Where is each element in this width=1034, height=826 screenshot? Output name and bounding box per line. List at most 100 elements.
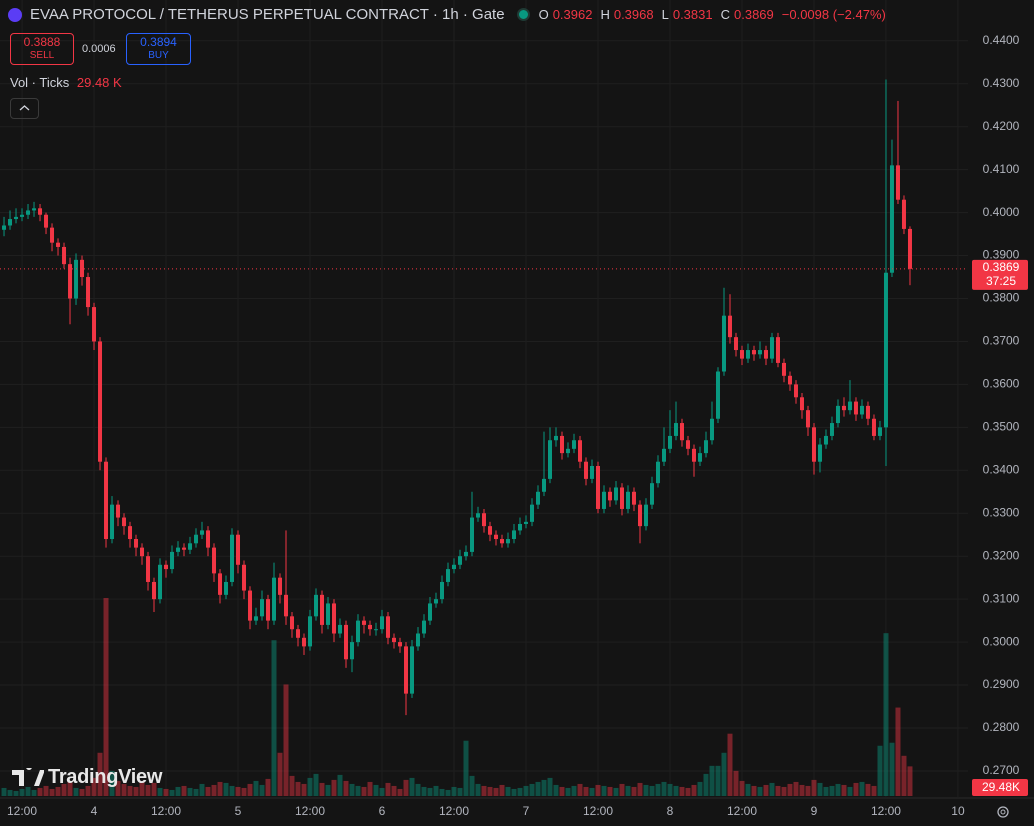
spread: 0.0006 xyxy=(82,43,116,55)
candle-body xyxy=(511,530,516,540)
volume-bar xyxy=(409,777,415,796)
y-tick-label: 0.2900 xyxy=(983,677,1020,691)
candle-body xyxy=(224,581,229,595)
settings-button[interactable] xyxy=(993,802,1013,822)
candle-body xyxy=(745,350,750,359)
candle-body xyxy=(254,616,259,621)
volume-bar xyxy=(601,785,607,796)
candle-body xyxy=(559,435,564,454)
volume-bar xyxy=(661,781,667,796)
candle-body xyxy=(302,637,307,647)
volume-bar xyxy=(793,781,799,796)
volume-bar xyxy=(319,782,325,796)
volume-bar xyxy=(115,780,121,796)
volume-bar xyxy=(121,783,127,796)
volume-bar xyxy=(421,786,427,796)
candle-body xyxy=(368,624,373,630)
buy-price: 0.3894 xyxy=(140,35,177,49)
candle-body xyxy=(146,556,151,582)
volume-bar xyxy=(295,781,301,796)
candle-body xyxy=(8,219,13,226)
candle-body xyxy=(272,577,277,621)
candle-body xyxy=(14,216,19,220)
candle-body xyxy=(86,277,91,308)
sell-button[interactable]: 0.3888 SELL xyxy=(10,33,74,65)
candle-body xyxy=(685,440,690,449)
volume-bar xyxy=(181,785,187,796)
candle-body xyxy=(80,259,85,278)
volume-bar xyxy=(19,788,25,796)
candle-body xyxy=(835,405,840,424)
volume-bar xyxy=(55,786,61,796)
ohlc-label: H xyxy=(600,7,610,22)
y-tick-label: 0.4400 xyxy=(983,33,1020,47)
candle-body xyxy=(194,534,199,544)
volume-bar xyxy=(265,778,271,796)
candle-body xyxy=(428,603,433,621)
collapse-button[interactable] xyxy=(10,98,39,119)
x-tick-label: 9 xyxy=(811,804,818,818)
volume-bar xyxy=(529,783,535,796)
candle-body xyxy=(50,227,55,243)
candle-body xyxy=(841,405,846,411)
candle-body xyxy=(733,337,738,351)
volume-bar xyxy=(589,787,595,796)
market-status xyxy=(516,8,530,21)
volume-bar xyxy=(343,780,349,796)
candle-body xyxy=(715,371,720,419)
ohlc-value: 0.3968 xyxy=(613,7,654,22)
volume-bar xyxy=(859,781,865,796)
candle-body xyxy=(92,307,97,342)
volume-bar xyxy=(607,786,613,796)
candle-body xyxy=(721,315,726,372)
buy-label: BUY xyxy=(148,50,169,61)
volume-tag-label: 29.48K xyxy=(982,780,1020,794)
x-tick-label: 12:00 xyxy=(727,804,757,818)
volume-bar xyxy=(433,785,439,796)
volume-bar xyxy=(835,783,841,796)
candle-body xyxy=(296,629,301,638)
y-tick-label: 0.3900 xyxy=(983,248,1020,262)
x-tick-label: 12:00 xyxy=(871,804,901,818)
volume-bar xyxy=(229,785,235,796)
volume-bar xyxy=(769,782,775,796)
candle-body xyxy=(452,564,457,570)
buy-button[interactable]: 0.3894 BUY xyxy=(126,33,191,65)
volume-bar xyxy=(757,786,763,796)
y-tick-label: 0.2700 xyxy=(983,763,1020,777)
volume-bar xyxy=(325,784,331,796)
price-axis xyxy=(968,0,1034,826)
candle-body xyxy=(625,491,630,509)
volume-bar xyxy=(829,785,835,796)
candle-body xyxy=(134,539,139,548)
y-tick-label: 0.3700 xyxy=(983,334,1020,348)
volume-bar xyxy=(103,598,109,796)
volume-bar xyxy=(211,784,217,796)
volume-bar xyxy=(151,782,157,796)
volume-bar xyxy=(223,782,229,796)
candle-body xyxy=(577,440,582,462)
volume-bar xyxy=(235,786,241,796)
candle-body xyxy=(290,616,295,630)
volume-bar xyxy=(739,780,745,796)
candle-body xyxy=(883,272,888,428)
candle-body xyxy=(649,483,654,505)
volume-bar xyxy=(481,785,487,796)
candle-body xyxy=(332,603,337,634)
volume-bar xyxy=(541,779,547,796)
candle-body xyxy=(98,341,103,462)
candle-body xyxy=(386,616,391,638)
volume-bar xyxy=(703,773,709,796)
candle-body xyxy=(362,620,367,625)
candle-body xyxy=(751,350,756,355)
volume-bar xyxy=(547,777,553,796)
volume-bar xyxy=(91,777,97,796)
volume-bar xyxy=(505,786,511,796)
volume-bar xyxy=(85,785,91,796)
volume-bar xyxy=(289,775,295,796)
watermark: TradingView xyxy=(12,766,162,789)
candle-body xyxy=(188,543,193,550)
volume-bar xyxy=(31,789,37,796)
candle-body xyxy=(248,590,253,621)
chart-title: EVAA PROTOCOL / TETHERUS PERPETUAL CONTR… xyxy=(30,6,505,23)
